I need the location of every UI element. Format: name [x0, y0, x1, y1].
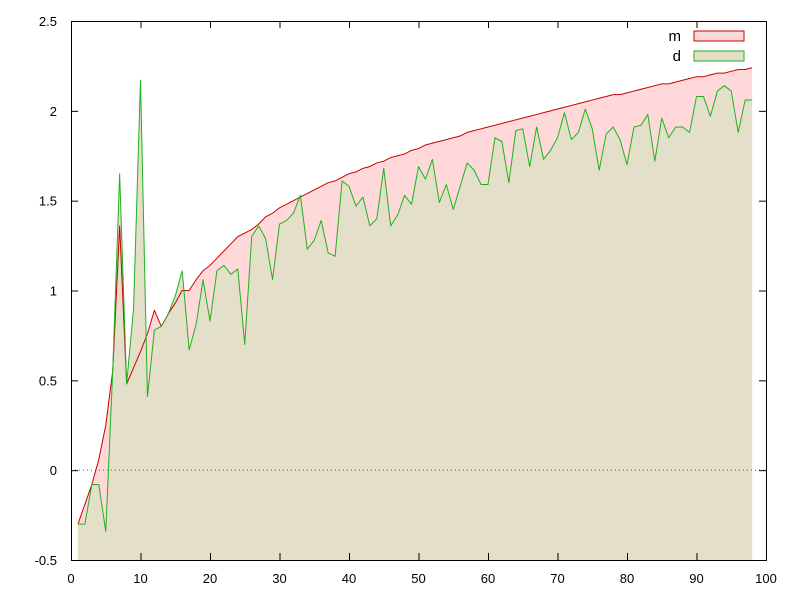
series-d-line	[77, 79, 753, 532]
x-tick-label: 10	[133, 571, 147, 586]
plot-lines	[77, 67, 753, 532]
legend-label-d: d	[673, 48, 681, 65]
axis-ticks	[71, 21, 767, 561]
y-tick-label: 2	[50, 104, 57, 119]
y-tick-label: 2.5	[39, 14, 57, 29]
plot-fills	[77, 67, 753, 561]
legend-label-m: m	[669, 28, 682, 45]
y-tick-label: -0.5	[35, 553, 57, 568]
x-tick-label: 80	[620, 571, 634, 586]
x-tick-label: 0	[67, 571, 74, 586]
x-tick-label: 70	[550, 571, 564, 586]
x-tick-label: 90	[689, 571, 703, 586]
x-tick-label: 100	[755, 571, 777, 586]
series-m-line	[77, 67, 753, 525]
y-tick-label: 0.5	[39, 373, 57, 388]
x-tick-label: 20	[203, 571, 217, 586]
legend: m d	[669, 28, 745, 65]
x-tick-label: 40	[342, 571, 356, 586]
x-tick-label: 30	[272, 571, 286, 586]
legend-swatch-d	[693, 50, 745, 62]
x-tick-label: 60	[481, 571, 495, 586]
series-d-area	[77, 80, 753, 560]
x-tick-label: 50	[411, 571, 425, 586]
y-tick-label: 1.5	[39, 194, 57, 209]
y-tick-label: 1	[50, 284, 57, 299]
legend-swatch-m	[693, 30, 745, 42]
y-tick-label: 0	[50, 463, 57, 478]
x-tick-labels: 0 10 20 30 40 50 60 70 80 90 100	[67, 571, 776, 586]
y-tick-labels: -0.5 0 0.5 1 1.5 2 2.5	[35, 14, 57, 568]
